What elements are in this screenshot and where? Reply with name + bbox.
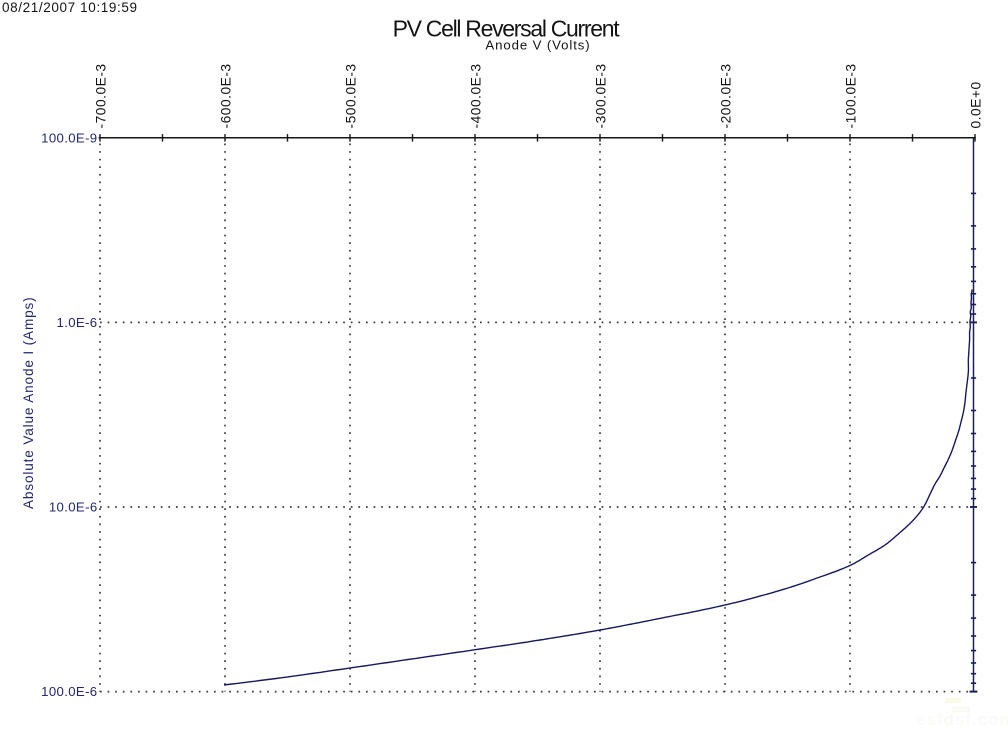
svg-text:-200.0E-3: -200.0E-3: [719, 63, 734, 128]
svg-text:Anode V (Volts): Anode V (Volts): [485, 38, 590, 53]
svg-text:08/21/2007 10:19:59: 08/21/2007 10:19:59: [2, 0, 138, 15]
svg-text:-600.0E-3: -600.0E-3: [219, 63, 234, 128]
svg-text:10.0E-6: 10.0E-6: [49, 500, 98, 515]
svg-text:PV Cell Reversal Current: PV Cell Reversal Current: [393, 15, 621, 41]
svg-text:esfdsf.com: esfdsf.com: [916, 710, 1008, 729]
svg-text:0.0E+0: 0.0E+0: [969, 81, 984, 128]
svg-text:-100.0E-3: -100.0E-3: [844, 63, 859, 128]
svg-text:-300.0E-3: -300.0E-3: [594, 63, 609, 128]
svg-text:-400.0E-3: -400.0E-3: [469, 63, 484, 128]
svg-text:-700.0E-3: -700.0E-3: [94, 63, 109, 128]
svg-text:-500.0E-3: -500.0E-3: [344, 63, 359, 128]
svg-text:Absolute Value Anode I (Amps): Absolute Value Anode I (Amps): [21, 296, 36, 509]
svg-text:1.0E-6: 1.0E-6: [57, 315, 98, 330]
svg-text:100.0E-9: 100.0E-9: [41, 130, 97, 145]
svg-text:100.0E-6: 100.0E-6: [41, 684, 97, 699]
